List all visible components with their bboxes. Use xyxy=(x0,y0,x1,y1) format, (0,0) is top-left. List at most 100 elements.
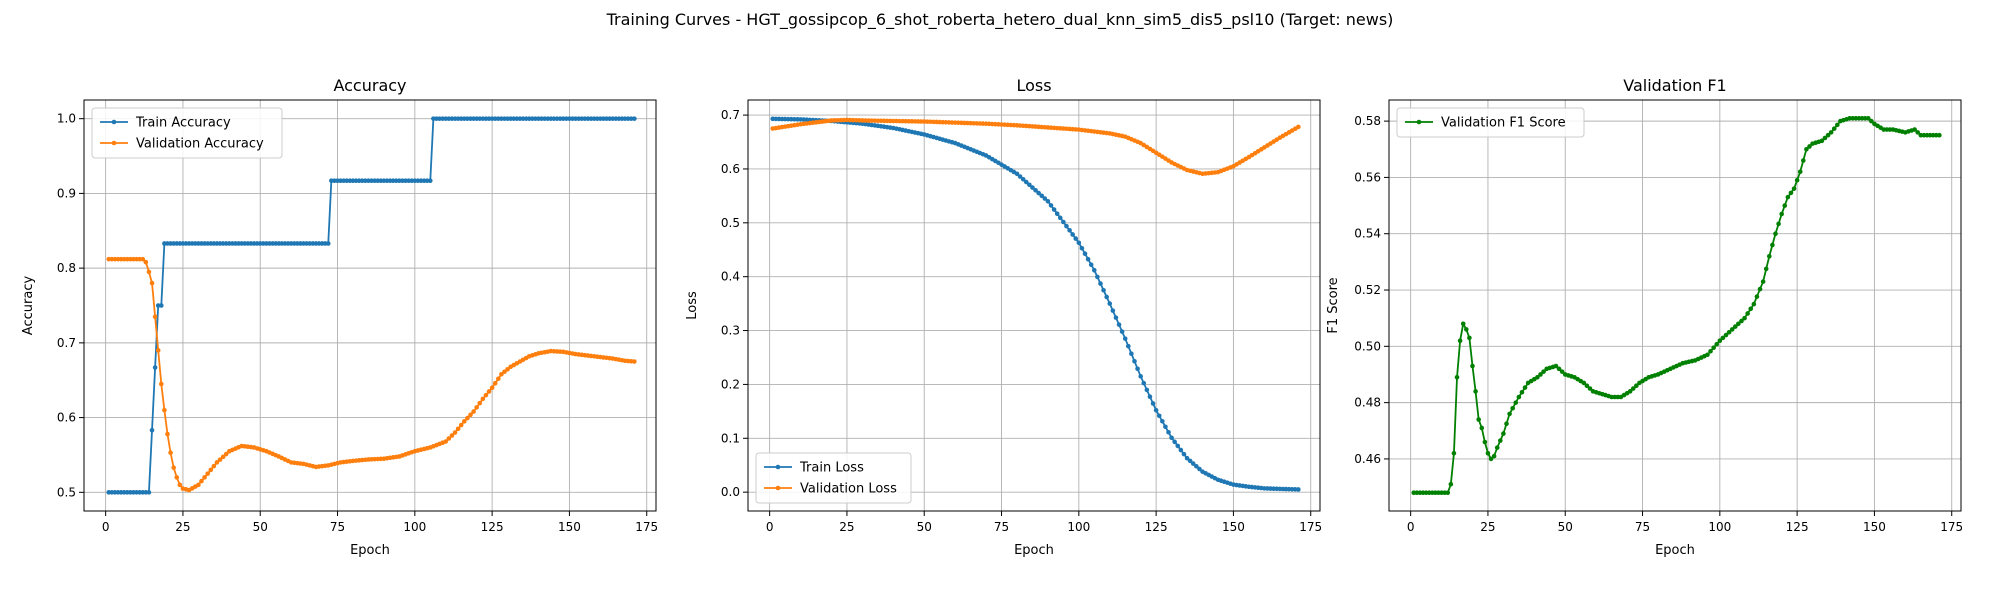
data-point xyxy=(452,430,458,435)
data-point xyxy=(1779,211,1784,217)
data-point xyxy=(492,380,498,386)
y-tick-label: 0.3 xyxy=(721,324,740,338)
data-point xyxy=(1581,380,1587,386)
data-point xyxy=(1116,322,1122,327)
data-point xyxy=(1776,221,1781,227)
data-point xyxy=(1085,256,1091,262)
y-tick-label: 0.54 xyxy=(1354,227,1381,241)
data-point xyxy=(1504,421,1509,427)
legend-f1: Validation F1 Score xyxy=(1396,107,1585,138)
data-point xyxy=(165,431,170,437)
data-point xyxy=(196,482,201,488)
data-point xyxy=(1822,135,1828,141)
data-point xyxy=(1147,394,1153,400)
data-point xyxy=(1736,321,1741,327)
data-point xyxy=(1138,374,1143,379)
data-point xyxy=(223,451,229,457)
data-point xyxy=(1178,447,1184,453)
data-point xyxy=(1187,458,1193,464)
data-point xyxy=(177,482,183,488)
plot-frame xyxy=(1388,99,1962,512)
data-point xyxy=(1150,401,1156,406)
legend-loss: Train Loss Validation Loss xyxy=(755,452,912,504)
data-point xyxy=(1831,126,1837,131)
data-point xyxy=(143,259,149,265)
y-tick-label: 0.8 xyxy=(57,261,76,275)
data-point xyxy=(1482,439,1488,445)
data-point xyxy=(1937,132,1942,138)
data-point xyxy=(1754,294,1760,299)
data-point xyxy=(1126,343,1131,349)
data-point xyxy=(1773,231,1778,237)
data-point xyxy=(149,427,155,433)
data-point xyxy=(449,433,455,438)
x-tick-label: 0 xyxy=(102,520,110,534)
data-point xyxy=(471,409,476,414)
plot-frame xyxy=(747,99,1321,512)
series-line-loss-0 xyxy=(772,117,1299,491)
x-tick-label: 25 xyxy=(839,520,854,534)
y-tick-label: 0.56 xyxy=(1354,170,1381,184)
data-point xyxy=(1190,461,1196,466)
data-point xyxy=(1027,182,1032,188)
data-point xyxy=(1498,438,1503,443)
data-point xyxy=(1785,194,1791,200)
data-point xyxy=(1079,245,1085,251)
data-point xyxy=(1107,301,1113,306)
x-tick-label: 50 xyxy=(917,520,932,534)
chart-accuracy: 0 25 50 75 100 125 150 175 0.5 0.6 0.7 0.8 0.9 1.0 Acc… xyxy=(21,76,658,558)
data-point xyxy=(1163,424,1168,430)
y-tick-label: 0.7 xyxy=(721,108,740,122)
plot-frame xyxy=(83,99,657,512)
data-point xyxy=(1510,405,1515,411)
data-point xyxy=(152,314,158,320)
data-point xyxy=(1467,335,1472,341)
data-point xyxy=(1030,185,1035,190)
series-line-accuracy-1 xyxy=(108,258,635,492)
data-point xyxy=(149,280,155,286)
data-point xyxy=(1757,286,1763,292)
data-point xyxy=(1166,429,1171,435)
data-point xyxy=(1717,338,1723,343)
data-point xyxy=(1507,411,1512,417)
x-tick-label: 25 xyxy=(1480,520,1495,534)
y-tick-label: 0.2 xyxy=(721,377,740,391)
data-point xyxy=(443,439,449,444)
data-point xyxy=(1169,435,1174,441)
data-point xyxy=(1141,380,1147,386)
y-tick-label: 0.0 xyxy=(721,485,740,499)
legend-accuracy: Train Accuracy Validation Accuracy xyxy=(91,107,283,159)
data-point xyxy=(146,490,152,495)
x-tick-label: 175 xyxy=(1299,520,1322,534)
data-point xyxy=(1454,374,1460,380)
data-point xyxy=(155,348,161,353)
data-point xyxy=(496,376,501,382)
data-point xyxy=(1296,124,1301,130)
chart-title-f1: Validation F1 xyxy=(1623,76,1726,95)
data-point xyxy=(1175,443,1181,449)
data-point xyxy=(1479,425,1485,431)
data-point xyxy=(217,457,223,462)
data-point xyxy=(1745,311,1750,316)
data-point xyxy=(1070,232,1075,237)
y-axis-label-f1: F1 Score xyxy=(1326,277,1341,333)
y-tick-label: 0.1 xyxy=(721,431,740,445)
x-tick-label: 0 xyxy=(1407,520,1415,534)
data-point xyxy=(1559,369,1565,374)
data-point xyxy=(162,407,167,413)
data-point xyxy=(1451,450,1457,456)
data-point xyxy=(1788,190,1794,196)
data-point xyxy=(632,359,637,364)
y-axis-label-loss: Loss xyxy=(685,291,700,320)
x-axis-label-f1: Epoch xyxy=(1655,543,1695,558)
data-point xyxy=(427,178,433,184)
y-tick-label: 0.7 xyxy=(57,336,76,350)
data-point xyxy=(1488,456,1494,462)
data-point xyxy=(1184,455,1190,461)
data-point xyxy=(199,478,204,484)
data-point xyxy=(168,450,173,456)
y-tick-label: 0.52 xyxy=(1354,283,1381,297)
data-point xyxy=(1726,329,1732,335)
